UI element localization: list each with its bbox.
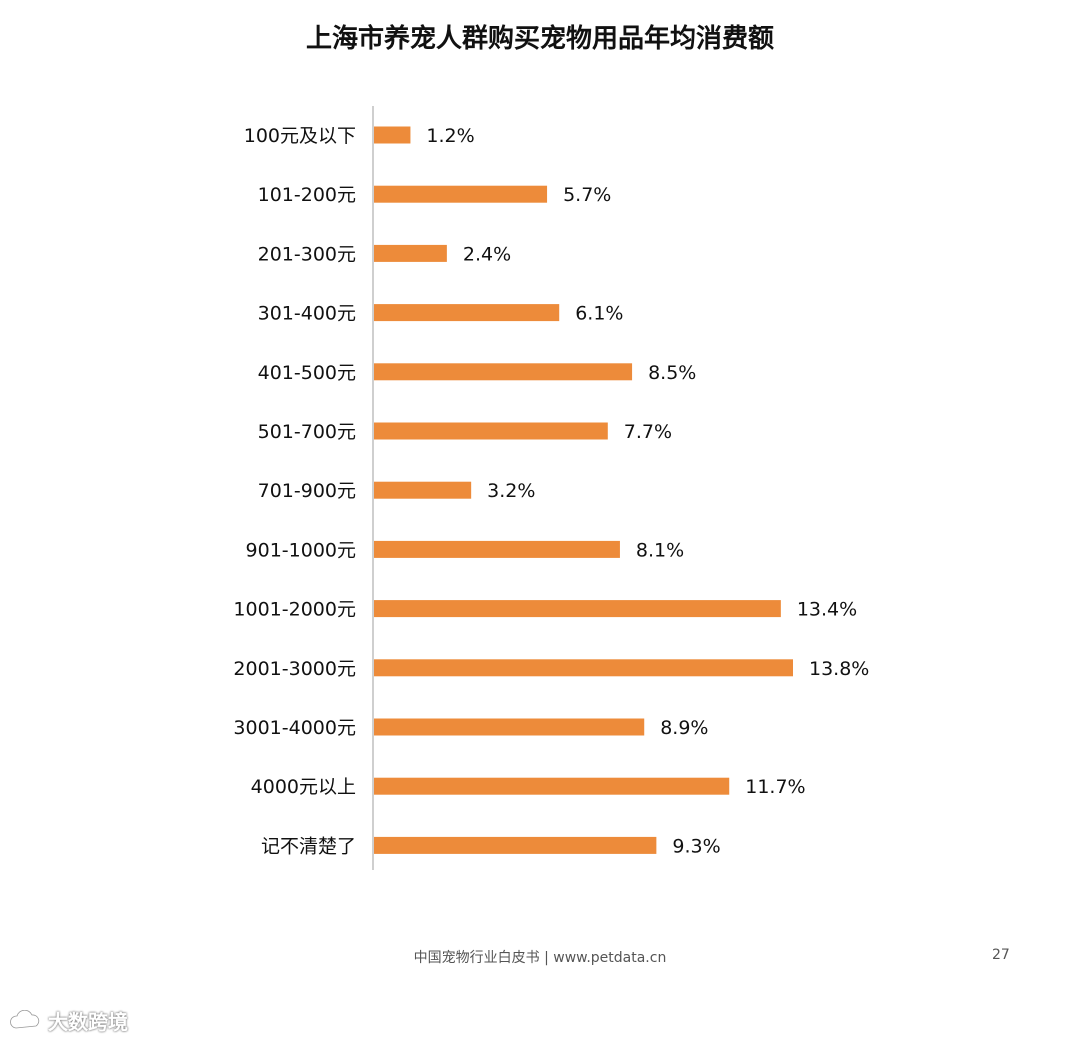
footer-source: 中国宠物行业白皮书 | www.petdata.cn <box>413 950 667 966</box>
data-label: 5.7% <box>563 184 611 206</box>
page-number: 27 <box>992 947 1010 963</box>
category-label: 701-900元 <box>258 480 356 502</box>
category-label: 记不清楚了 <box>261 835 356 857</box>
category-label: 201-300元 <box>258 243 356 265</box>
data-label: 8.1% <box>636 539 684 561</box>
bar <box>374 304 560 322</box>
bar <box>374 244 447 262</box>
cloud-logo-icon <box>8 1009 44 1032</box>
watermark: 大数跨境 <box>8 1006 128 1035</box>
category-label: 301-400元 <box>258 303 356 325</box>
bar <box>374 422 608 440</box>
bar <box>374 836 657 854</box>
bar <box>374 600 781 618</box>
category-label: 101-200元 <box>258 184 356 206</box>
bar <box>374 481 472 499</box>
chart-title: 上海市养宠人群购买宠物用品年均消费额 <box>305 24 774 54</box>
data-label: 11.7% <box>745 776 805 798</box>
category-label: 2001-3000元 <box>233 658 356 680</box>
category-label: 901-1000元 <box>246 539 356 561</box>
category-label: 3001-4000元 <box>233 717 356 739</box>
data-label: 7.7% <box>624 421 672 443</box>
bar <box>374 126 411 144</box>
data-label: 3.2% <box>487 480 535 502</box>
bar <box>374 718 645 736</box>
data-label: 8.5% <box>648 362 696 384</box>
data-label: 9.3% <box>672 835 720 857</box>
bar <box>374 363 633 381</box>
bar <box>374 777 730 795</box>
data-label: 1.2% <box>426 125 474 147</box>
bar <box>374 540 620 558</box>
category-label: 4000元以上 <box>251 776 356 798</box>
watermark-text: 大数跨境 <box>48 1010 128 1034</box>
data-label: 13.8% <box>809 658 869 680</box>
data-label: 13.4% <box>797 599 857 621</box>
category-label: 100元及以下 <box>244 125 356 147</box>
data-label: 2.4% <box>463 243 511 265</box>
category-label: 1001-2000元 <box>233 599 356 621</box>
bar <box>374 659 793 677</box>
category-label: 501-700元 <box>258 421 356 443</box>
category-label: 401-500元 <box>258 362 356 384</box>
bar-chart: 100元及以下 1.2% 101-200元 5.7% 201-300元 2.4% 301-4… <box>233 106 869 870</box>
data-label: 8.9% <box>660 717 708 739</box>
data-label: 6.1% <box>575 303 623 325</box>
bar <box>374 185 548 203</box>
